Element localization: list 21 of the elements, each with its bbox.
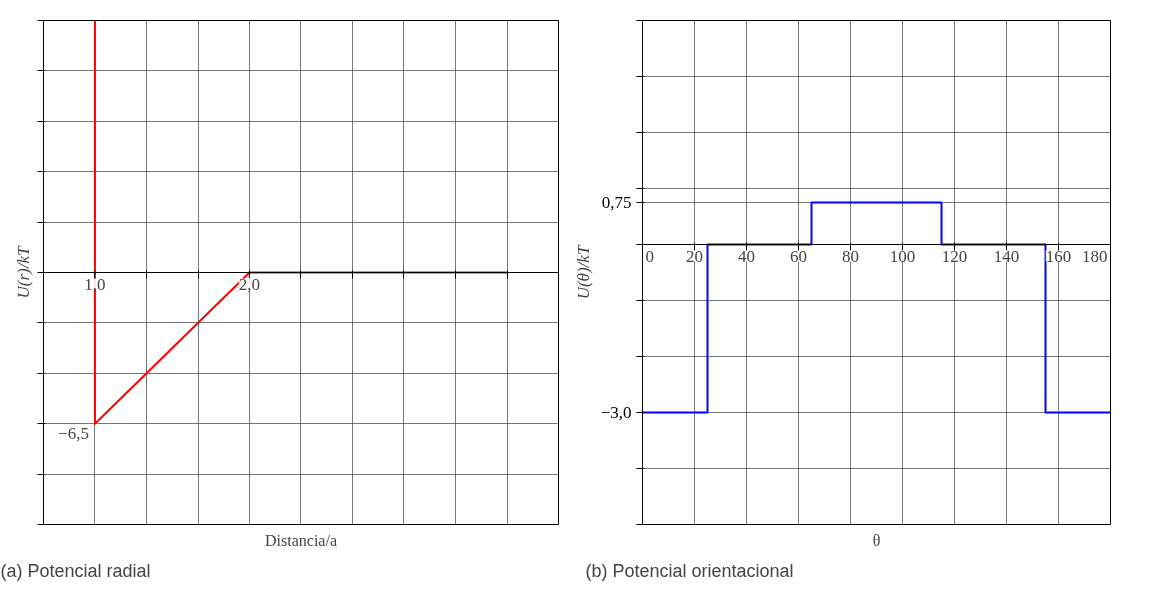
x-tick-label: 1,0	[84, 274, 106, 294]
x-axis-title: θ	[872, 531, 881, 549]
text: (a) Potencial radial	[0, 560, 151, 581]
x-tick-label: 60	[790, 246, 807, 266]
y-axis-title: U(r)/kT	[13, 244, 33, 299]
x-tick-label: 0	[645, 246, 654, 266]
text: (b) Potencial orientacional	[585, 560, 794, 581]
x-tick-label: 160	[1045, 246, 1072, 266]
y-axis-title: U(θ)/kT	[573, 244, 593, 300]
x-tick-label: 80	[842, 246, 859, 266]
x-tick-label: 100	[889, 246, 916, 266]
y-tick-label: 0,75	[601, 193, 632, 212]
y-tick-label: −3,0	[600, 403, 632, 422]
x-tick-label: 40	[738, 246, 755, 266]
x-tick-label: 20	[686, 246, 703, 266]
x-tick-label: 140	[993, 246, 1020, 266]
x-tick-label: 120	[941, 246, 968, 266]
x-tick-label: 2,0	[238, 274, 261, 294]
x-axis-title: Distancia/a	[265, 531, 337, 549]
x-tick-label: 180	[1082, 246, 1108, 266]
annotation: −6,5	[58, 423, 89, 443]
